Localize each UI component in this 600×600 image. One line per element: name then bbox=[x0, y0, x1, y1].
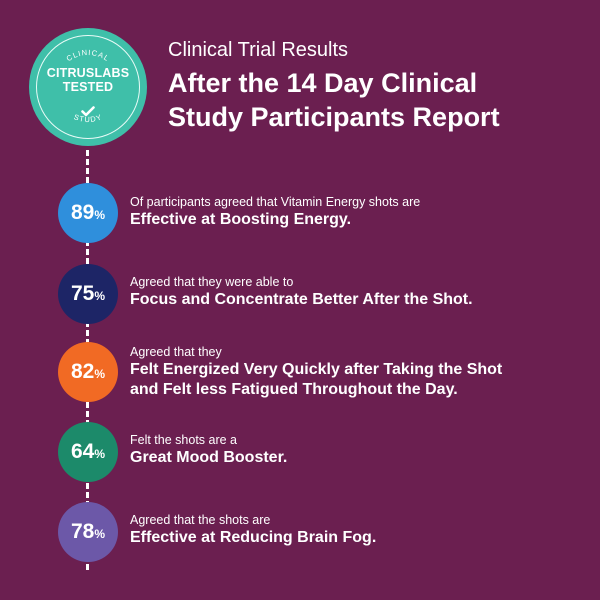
stat-value: 75 bbox=[70, 282, 95, 305]
stat-text: Felt the shots are a Great Mood Booster. bbox=[130, 422, 590, 468]
stat-headline: Effective at Boosting Energy. bbox=[130, 211, 352, 228]
stat-headline: Great Mood Booster. bbox=[130, 449, 288, 466]
badge-top-text: CLINICAL bbox=[65, 48, 112, 63]
stat-headline: Focus and Concentrate Better After the S… bbox=[130, 291, 473, 308]
stat-lead: Agreed that they were able to bbox=[130, 275, 294, 289]
stat-lead: Agreed that the shots are bbox=[130, 513, 271, 527]
badge-bottom-text: STUDY bbox=[73, 112, 104, 124]
badge-ring bbox=[36, 35, 140, 139]
stat-text: Agreed that they were able to Focus and … bbox=[130, 264, 590, 310]
stat-text: Agreed that they Felt Energized Very Qui… bbox=[130, 342, 590, 400]
stat-text: Agreed that the shots are Effective at R… bbox=[130, 502, 590, 548]
stat-item: 82% Agreed that they Felt Energized Very… bbox=[58, 342, 588, 402]
check-icon bbox=[29, 104, 147, 122]
stat-circle: 78% bbox=[58, 502, 118, 562]
stat-headline-line2: and Felt less Fatigued Throughout the Da… bbox=[130, 381, 458, 398]
stat-lead: Felt the shots are a bbox=[130, 433, 238, 447]
stat-circle: 82% bbox=[58, 342, 118, 402]
stat-lead: Of participants agreed that Vitamin Ener… bbox=[130, 195, 421, 209]
stat-unit: % bbox=[94, 208, 106, 222]
stat-circle: 75% bbox=[58, 264, 118, 324]
stat-unit: % bbox=[94, 367, 106, 381]
citruslabs-tested-badge: CLINICAL STUDY CITRUSLABS TESTED bbox=[29, 28, 147, 146]
stat-circle: 64% bbox=[58, 422, 118, 482]
stat-value: 78 bbox=[70, 520, 95, 543]
stat-headline: Effective at Reducing Brain Fog. bbox=[130, 529, 377, 546]
badge-line1: CITRUSLABS bbox=[46, 66, 130, 80]
header-title-line2: Study Participants Report bbox=[168, 102, 500, 132]
stat-unit: % bbox=[94, 447, 106, 461]
badge-center-text: CITRUSLABS TESTED bbox=[29, 66, 147, 94]
stat-lead: Agreed that they bbox=[130, 345, 222, 359]
stat-value: 82 bbox=[70, 360, 95, 383]
header-title-line1: After the 14 Day Clinical bbox=[168, 68, 478, 98]
stat-item: 89% Of participants agreed that Vitamin … bbox=[58, 183, 588, 243]
stat-item: 75% Agreed that they were able to Focus … bbox=[58, 264, 588, 324]
badge-curved-text: CLINICAL STUDY bbox=[65, 48, 112, 124]
header-subtitle: Clinical Trial Results bbox=[168, 39, 349, 61]
stat-text: Of participants agreed that Vitamin Ener… bbox=[130, 183, 590, 230]
stat-item: 78% Agreed that the shots are Effective … bbox=[58, 502, 588, 562]
stat-value: 64 bbox=[70, 440, 95, 463]
stat-unit: % bbox=[94, 527, 106, 541]
stat-value: 89 bbox=[70, 201, 95, 224]
stat-item: 64% Felt the shots are a Great Mood Boos… bbox=[58, 422, 588, 482]
stat-circle: 89% bbox=[58, 183, 118, 243]
badge-line2: TESTED bbox=[62, 80, 114, 94]
stat-headline: Felt Energized Very Quickly after Taking… bbox=[130, 361, 503, 378]
header-title: After the 14 Day Clinical Study Particip… bbox=[168, 66, 588, 134]
stat-unit: % bbox=[94, 289, 106, 303]
